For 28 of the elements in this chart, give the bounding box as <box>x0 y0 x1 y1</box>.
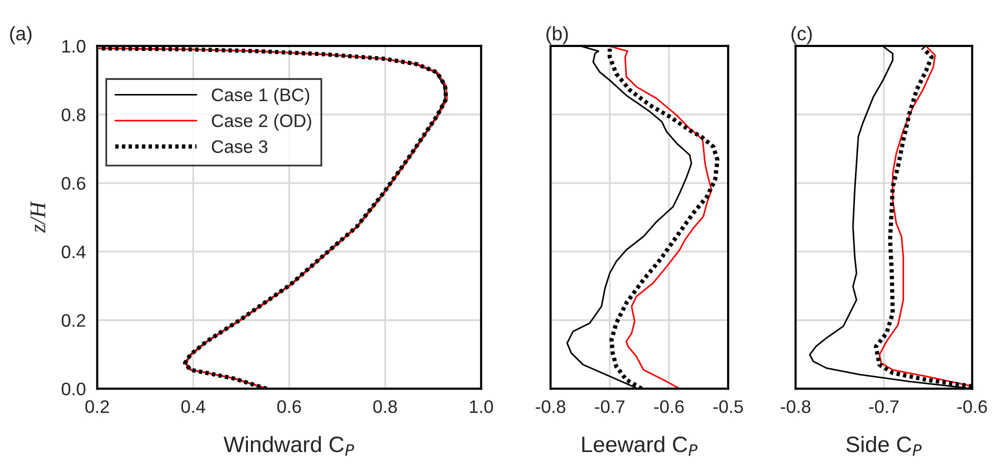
x-tick-label: 0.4 <box>181 400 206 414</box>
chart-title: (a) <box>10 26 32 44</box>
x-tick-label: -0.5 <box>713 400 743 414</box>
x-tick-label: -0.8 <box>536 400 566 414</box>
y-tick-label: 0.2 <box>62 314 86 327</box>
x-axis-title: Side C$_{P}$ <box>846 436 922 456</box>
x-tick-label: -0.8 <box>780 400 810 414</box>
x-tick-label: 0.8 <box>373 400 397 414</box>
y-tick-label: 1.0 <box>62 40 86 53</box>
y-tick-label: 0.0 <box>62 382 86 396</box>
x-tick-label: -0.6 <box>654 400 684 414</box>
chart-title: (c) <box>791 26 812 44</box>
y-tick-label: 0.4 <box>62 246 86 258</box>
x-axis-title: Windward C$_{P}$ <box>224 436 354 456</box>
x-axis-title: Leeward C$_{P}$ <box>582 436 698 456</box>
legend-label: Case 2 (OD) <box>212 114 312 131</box>
legend-label: Case 1 (BC) <box>212 88 310 105</box>
legend-label: Case 3 <box>212 140 268 154</box>
chart-title: (b) <box>546 26 568 44</box>
x-tick-label: -0.7 <box>594 400 624 414</box>
x-tick-label: 0.6 <box>277 400 301 414</box>
x-tick-label: 0.2 <box>85 400 109 414</box>
y-tick-label: 0.6 <box>62 176 86 190</box>
x-tick-label: 1.0 <box>470 400 493 414</box>
x-tick-label: -0.6 <box>957 400 987 414</box>
y-axis-title: z/H <box>30 200 46 234</box>
y-tick-label: 0.8 <box>62 108 86 122</box>
x-tick-label: -0.7 <box>869 400 899 414</box>
